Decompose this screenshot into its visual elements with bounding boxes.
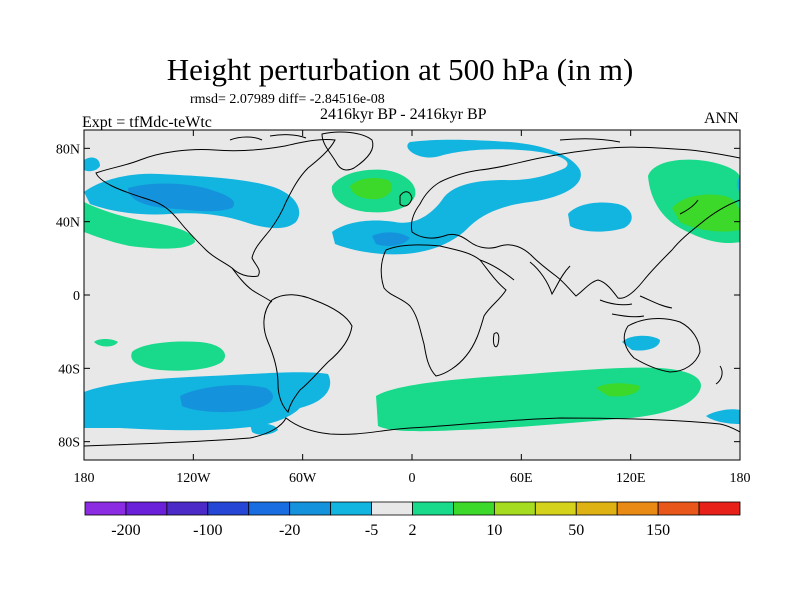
experiment-label: Expt = tfMdc-teWtc: [82, 114, 212, 131]
east-asia-positive-core: [672, 194, 740, 232]
lat-tick-label: 40S: [58, 362, 80, 377]
lon-tick-label: 0: [409, 471, 416, 486]
greenland-coastline: [321, 131, 374, 171]
north-america-core-region: [128, 183, 235, 212]
dateline-negative-sliver: [737, 176, 740, 194]
colorbar-label: 150: [646, 522, 670, 539]
colorbar-swatch: [412, 501, 454, 516]
alaska-negative-region: [84, 157, 100, 172]
australia-coastline: [623, 318, 701, 373]
colorbar-swatch: [616, 501, 659, 516]
madagascar-coastline: [493, 332, 500, 348]
longitude-axis: 180 120W 60W 0 60E 120E 180: [74, 130, 751, 486]
coastlines: [84, 131, 740, 447]
arabia-india-coastline: [479, 259, 571, 296]
colorbar-swatch: [371, 501, 413, 516]
eurasia-coastline: [411, 146, 740, 299]
lon-tick-label: 120E: [616, 471, 646, 486]
new-zealand-coastline: [715, 365, 723, 385]
arctic-islands-coastline: [229, 134, 621, 143]
japan-coastline: [679, 199, 699, 215]
colorbar-label: 10: [486, 522, 502, 539]
colorbar-label: -20: [279, 522, 300, 539]
lat-tick-label: 80N: [56, 142, 80, 157]
southern-ocean-negative-tail: [250, 423, 278, 435]
north-atlantic-positive-core: [350, 178, 393, 200]
north-atlantic-negative-region: [332, 139, 581, 255]
central-america-coastline: [231, 267, 273, 303]
lon-tick-label: 120W: [176, 471, 211, 486]
statistics-line: rmsd= 2.07989 diff= -2.84516e-08: [190, 92, 385, 107]
south-pacific-positive-patch: [94, 339, 118, 347]
lon-tick-label: 60E: [510, 471, 533, 486]
maritime-continent-coastline: [599, 295, 673, 318]
colorbar: -200 -100 -20 -5 2 10 50 150: [84, 501, 741, 539]
latitude-axis: 80N 40N 0 40S 80S: [56, 142, 740, 451]
season-label: ANN: [704, 110, 739, 127]
colorbar-label: -100: [193, 522, 222, 539]
colorbar-swatch: [493, 501, 536, 516]
colorbar-swatch: [534, 501, 577, 516]
british-isles-coastline: [399, 191, 413, 207]
australia-negative-patch: [622, 335, 660, 351]
north-atlantic-negative-core: [372, 232, 410, 246]
colorbar-label: 50: [568, 522, 584, 539]
colorbar-swatch: [575, 501, 618, 516]
south-america-coastline: [263, 294, 353, 413]
lon-tick-label: 60W: [289, 471, 317, 486]
central-asia-negative-region: [568, 202, 632, 232]
colorbar-swatch: [289, 501, 332, 516]
chart-title: Height perturbation at 500 hPa (in m): [166, 52, 634, 87]
lat-tick-label: 40N: [56, 216, 80, 231]
east-pacific-positive-region: [84, 202, 195, 249]
colorbar-swatch: [248, 501, 291, 516]
south-pacific-positive-region: [131, 341, 226, 371]
southern-ocean-negative-core: [180, 385, 273, 413]
colorbar-swatch: [125, 501, 168, 516]
time-period-label: 2416kyr BP - 2416kyr BP: [320, 106, 487, 123]
antarctica-coastline: [84, 417, 740, 447]
colorbar-swatch: [166, 501, 209, 516]
colorbar-label: 2: [409, 522, 417, 539]
lat-tick-label: 80S: [58, 436, 80, 451]
colorbar-swatch: [330, 501, 372, 516]
lon-tick-label: 180: [730, 471, 751, 486]
lon-tick-label: 180: [74, 471, 95, 486]
colorbar-swatch: [84, 501, 127, 516]
north-america-coastline: [95, 139, 336, 277]
southern-ocean-positive-core: [596, 383, 640, 397]
lat-tick-label: 0: [73, 289, 80, 304]
colorbar-swatch: [207, 501, 250, 516]
colorbar-swatch: [698, 501, 741, 516]
anomaly-field: [84, 139, 740, 435]
africa-coastline: [380, 244, 507, 377]
colorbar-swatch: [657, 501, 700, 516]
antarctic-negative-patch: [706, 409, 740, 424]
colorbar-label: -5: [365, 522, 378, 539]
colorbar-swatch: [453, 501, 495, 516]
colorbar-label: -200: [111, 522, 140, 539]
